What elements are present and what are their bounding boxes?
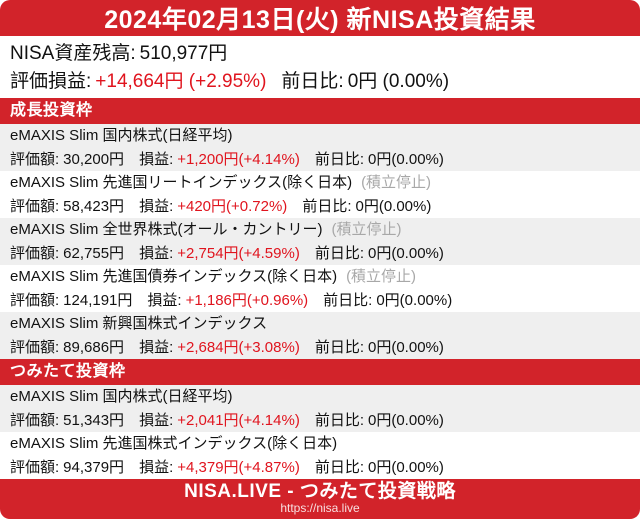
- pl-label: 損益:: [147, 291, 182, 309]
- fund-pl: +2,041円(+4.14%): [177, 411, 300, 429]
- report-footer: NISA.LIVE - つみたて投資戦略 https://nisa.live: [0, 479, 640, 519]
- balance-label: NISA資産残高:: [10, 43, 136, 64]
- footer-url: https://nisa.live: [280, 501, 360, 515]
- pl-label: 損益:: [139, 150, 174, 168]
- report-title: 2024年02月13日(火) 新NISA投資結果: [104, 6, 536, 34]
- suspended-tag: (積立停止): [331, 221, 402, 238]
- summary-section: NISA資産残高: 510,977円 評価損益: +14,664円 (+2.95%)…: [0, 36, 640, 98]
- pl-label: 損益:: [139, 197, 174, 215]
- dod-value: 0円 (0.00%): [347, 71, 450, 92]
- fund-row: eMAXIS Slim 全世界株式(オール・カントリー) (積立停止) 評価額: 6…: [0, 218, 640, 265]
- section-header-growth: 成長投資枠: [0, 98, 640, 124]
- dod-label: 前日比:: [314, 338, 364, 356]
- pl-label: 損益:: [139, 338, 174, 356]
- fund-pl: +4,379円(+4.87%): [177, 458, 300, 476]
- value-label: 評価額:: [10, 411, 60, 429]
- fund-value: 94,379円: [63, 458, 125, 476]
- suspended-tag: (積立停止): [361, 174, 432, 191]
- pl-label: 損益:: [139, 244, 174, 262]
- dod-label: 前日比:: [323, 291, 373, 309]
- value-label: 評価額:: [10, 338, 60, 356]
- fund-dod: 0円(0.00%): [368, 458, 444, 476]
- fund-pl: +2,754円(+4.59%): [177, 244, 300, 262]
- fund-name: eMAXIS Slim 全世界株式(オール・カントリー): [10, 221, 323, 238]
- summary-balance-line: NISA資産残高: 510,977円: [10, 40, 630, 68]
- fund-dod: 0円(0.00%): [355, 197, 432, 215]
- pl-value: +14,664円 (+2.95%): [95, 71, 267, 92]
- dod-label: 前日比:: [314, 411, 364, 429]
- fund-value: 89,686円: [63, 338, 125, 356]
- fund-row: eMAXIS Slim 先進国株式インデックス(除く日本) 評価額: 94,379…: [0, 432, 640, 479]
- section-header-tsumitate: つみたて投資枠: [0, 359, 640, 385]
- fund-name: eMAXIS Slim 先進国株式インデックス(除く日本): [10, 435, 338, 452]
- pl-label: 損益:: [139, 458, 174, 476]
- fund-pl: +1,186円(+0.96%): [185, 291, 309, 309]
- fund-pl: +1,200円(+4.14%): [177, 150, 300, 168]
- value-label: 評価額:: [10, 197, 60, 215]
- dod-label: 前日比:: [281, 71, 344, 92]
- fund-pl: +420円(+0.72%): [177, 197, 288, 215]
- fund-value: 30,200円: [63, 150, 125, 168]
- summary-pl-line: 評価損益: +14,664円 (+2.95%) 前日比: 0円 (0.00%): [10, 68, 630, 96]
- fund-row: eMAXIS Slim 新興国株式インデックス 評価額: 89,686円 損益: +2…: [0, 312, 640, 359]
- fund-name: eMAXIS Slim 先進国債券インデックス(除く日本): [10, 268, 338, 285]
- dod-label: 前日比:: [314, 150, 364, 168]
- fund-row: eMAXIS Slim 先進国債券インデックス(除く日本) (積立停止) 評価額:…: [0, 265, 640, 312]
- balance-value: 510,977円: [139, 43, 228, 64]
- dod-label: 前日比:: [314, 244, 364, 262]
- fund-dod: 0円(0.00%): [368, 411, 444, 429]
- value-label: 評価額:: [10, 244, 60, 262]
- dod-label: 前日比:: [302, 197, 352, 215]
- fund-name: eMAXIS Slim 先進国リートインデックス(除く日本): [10, 174, 353, 191]
- value-label: 評価額:: [10, 150, 60, 168]
- fund-dod: 0円(0.00%): [376, 291, 453, 309]
- fund-value: 58,423円: [63, 197, 125, 215]
- pl-label: 評価損益:: [10, 71, 92, 92]
- report-header: 2024年02月13日(火) 新NISA投資結果: [0, 0, 640, 36]
- suspended-tag: (積立停止): [346, 268, 417, 285]
- fund-dod: 0円(0.00%): [368, 244, 444, 262]
- fund-dod: 0円(0.00%): [368, 150, 444, 168]
- value-label: 評価額:: [10, 291, 60, 309]
- fund-value: 124,191円: [63, 291, 133, 309]
- fund-value: 62,755円: [63, 244, 125, 262]
- footer-brand: NISA.LIVE - つみたて投資戦略: [184, 481, 456, 502]
- fund-row: eMAXIS Slim 国内株式(日経平均) 評価額: 30,200円 損益: +1,…: [0, 124, 640, 171]
- fund-row: eMAXIS Slim 国内株式(日経平均) 評価額: 51,343円 損益: +2,…: [0, 385, 640, 432]
- fund-name: eMAXIS Slim 新興国株式インデックス: [10, 315, 268, 332]
- value-label: 評価額:: [10, 458, 60, 476]
- fund-name: eMAXIS Slim 国内株式(日経平均): [10, 388, 233, 405]
- dod-label: 前日比:: [314, 458, 364, 476]
- fund-row: eMAXIS Slim 先進国リートインデックス(除く日本) (積立停止) 評価額…: [0, 171, 640, 218]
- pl-label: 損益:: [139, 411, 174, 429]
- fund-pl: +2,684円(+3.08%): [177, 338, 300, 356]
- fund-value: 51,343円: [63, 411, 125, 429]
- fund-dod: 0円(0.00%): [368, 338, 444, 356]
- fund-name: eMAXIS Slim 国内株式(日経平均): [10, 127, 233, 144]
